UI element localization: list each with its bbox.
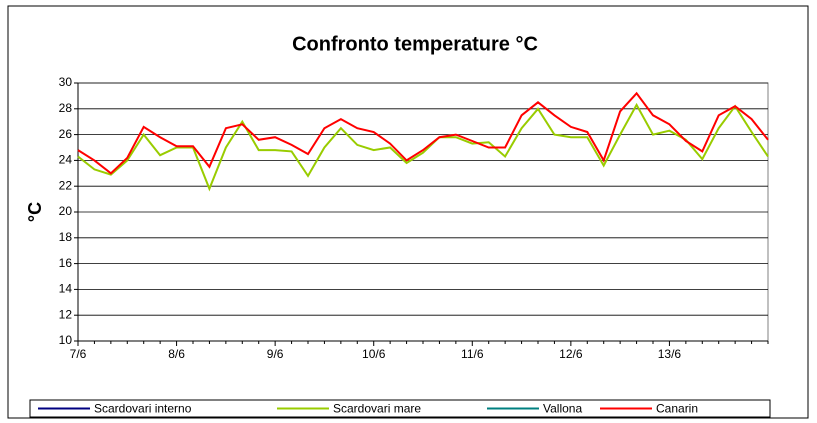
y-tick-label: 12 bbox=[59, 307, 73, 321]
x-tick-label: 12/6 bbox=[559, 347, 583, 361]
y-tick-label: 22 bbox=[59, 178, 73, 192]
y-tick-label: 30 bbox=[59, 75, 73, 89]
x-tick-label: 8/6 bbox=[168, 347, 185, 361]
y-tick-label: 10 bbox=[59, 333, 73, 347]
y-tick-label: 18 bbox=[59, 230, 73, 244]
series-line bbox=[77, 91, 769, 175]
legend-box bbox=[29, 399, 771, 418]
legend-label: Scardovari interno bbox=[94, 402, 192, 416]
y-tick-label: 26 bbox=[59, 127, 73, 141]
chart-title: Confronto temperature °C bbox=[292, 33, 538, 55]
x-tick-label: 9/6 bbox=[267, 347, 284, 361]
legend-label: Canarin bbox=[656, 402, 698, 416]
x-tick-label: 13/6 bbox=[658, 347, 682, 361]
y-tick-label: 16 bbox=[59, 256, 73, 270]
y-tick-label: 24 bbox=[59, 153, 73, 167]
legend-label: Scardovari mare bbox=[333, 402, 421, 416]
x-tick-label: 10/6 bbox=[362, 347, 386, 361]
y-tick-label: 20 bbox=[59, 204, 73, 218]
y-tick-label: 14 bbox=[59, 282, 73, 296]
legend-label: Vallona bbox=[543, 402, 582, 416]
y-tick-label: 28 bbox=[59, 101, 73, 115]
x-tick-label: 11/6 bbox=[461, 347, 484, 361]
x-tick-label: 7/6 bbox=[70, 347, 87, 361]
y-axis-label: °C bbox=[25, 202, 45, 222]
